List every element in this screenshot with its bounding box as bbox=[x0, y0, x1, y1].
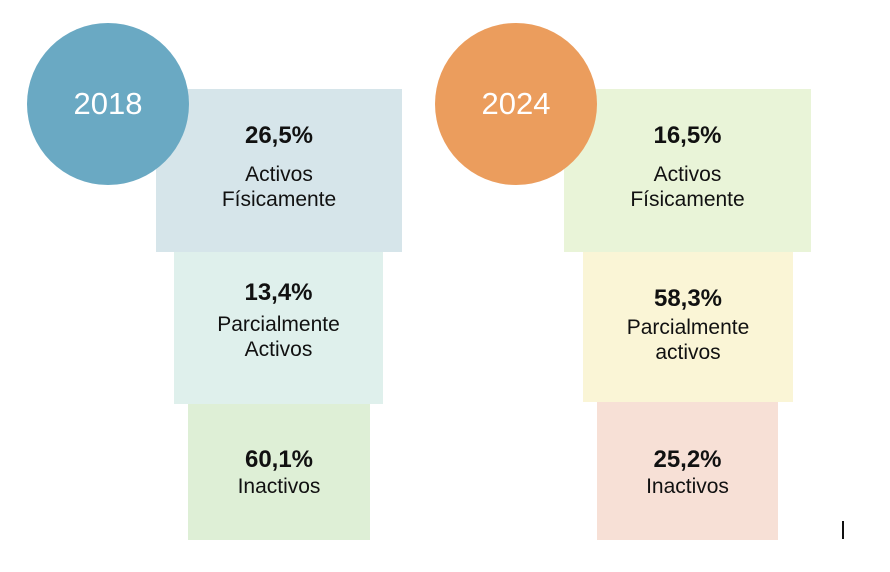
level-label-line1: Activos bbox=[245, 163, 313, 186]
year-circle-2024: 2024 bbox=[435, 23, 597, 185]
level-percent: 16,5% bbox=[653, 122, 722, 149]
level-label-line1: Parcialmente bbox=[626, 316, 750, 339]
level-percent: 58,3% bbox=[653, 285, 723, 312]
level-label-line2: Físicamente bbox=[630, 188, 745, 211]
level-box-2024-active: 16,5% Activos Físicamente bbox=[564, 89, 811, 252]
level-label-line1: Inactivos bbox=[646, 475, 729, 498]
level-label-line1: Parcialmente bbox=[217, 313, 340, 336]
level-label-line2: Físicamente bbox=[221, 188, 337, 211]
level-label-line2: activos bbox=[655, 341, 721, 364]
text-cursor bbox=[842, 521, 844, 539]
level-percent: 60,1% bbox=[244, 446, 314, 473]
year-circle-2018: 2018 bbox=[27, 23, 189, 185]
level-percent: 26,5% bbox=[244, 122, 314, 149]
level-percent: 25,2% bbox=[653, 446, 722, 473]
level-box-2018-inactive: 60,1% Inactivos bbox=[188, 404, 370, 540]
level-label-line2: Activos bbox=[244, 338, 313, 361]
level-percent: 13,4% bbox=[244, 279, 313, 306]
level-box-2024-partial: 58,3% Parcialmente activos bbox=[583, 252, 793, 402]
level-label-line1: Inactivos bbox=[237, 475, 321, 498]
level-box-2018-partial: 13,4% Parcialmente Activos bbox=[174, 252, 383, 404]
level-label-line1: Activos bbox=[653, 163, 722, 186]
level-box-2018-active: 26,5% Activos Físicamente bbox=[156, 89, 402, 252]
level-box-2024-inactive: 25,2% Inactivos bbox=[597, 402, 778, 540]
